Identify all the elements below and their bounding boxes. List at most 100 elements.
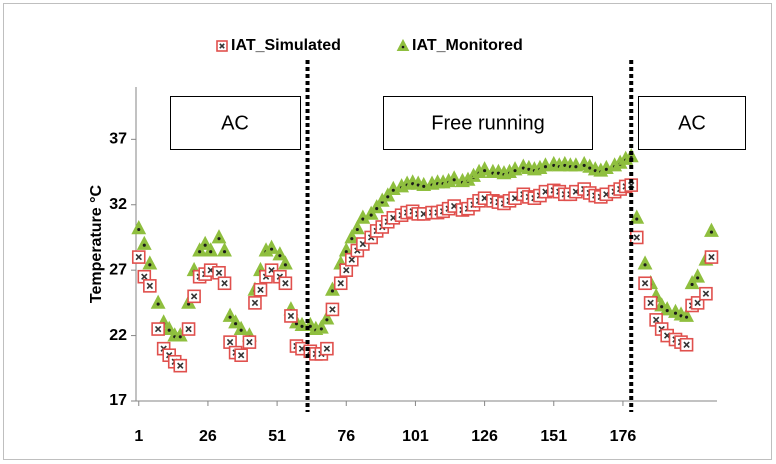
triangle-marker — [477, 161, 493, 176]
triangle-marker — [344, 229, 360, 244]
triangle-marker — [319, 310, 335, 325]
marker-dot — [416, 183, 420, 187]
marker-dot — [593, 169, 597, 173]
triangle-marker — [142, 255, 158, 270]
marker-shape — [150, 294, 166, 309]
marker-shape — [637, 255, 653, 270]
marker-shape — [690, 268, 706, 283]
marker-dot — [685, 315, 689, 319]
marker-cross — [633, 234, 640, 241]
marker-dot — [643, 263, 647, 267]
marker-cross — [641, 280, 649, 287]
marker-dot — [325, 318, 329, 322]
marker-dot — [543, 165, 548, 169]
marker-dot — [278, 254, 282, 258]
marker-cross — [177, 362, 184, 369]
marker-dot — [635, 217, 639, 221]
triangle-marker — [203, 242, 219, 257]
marker-dot — [142, 243, 146, 247]
marker-dot — [156, 302, 160, 306]
marker-shape — [277, 255, 293, 270]
square-marker — [242, 335, 257, 349]
y-tick-label: 27 — [109, 261, 127, 278]
square-marker — [704, 250, 719, 264]
square-marker — [216, 40, 228, 52]
marker-dot — [330, 289, 334, 293]
y-tick-label: 32 — [109, 196, 127, 213]
marker-cross — [329, 306, 336, 313]
marker-cross — [226, 338, 234, 346]
marker-dot — [319, 327, 323, 331]
marker-dot — [239, 328, 243, 332]
square-marker — [234, 348, 248, 363]
marker-dot — [222, 250, 227, 254]
triangle-marker — [349, 220, 365, 235]
y-tick-label: 37 — [109, 131, 127, 148]
marker-dot — [690, 282, 694, 287]
marker-shape — [629, 209, 645, 224]
triangle-marker — [277, 255, 293, 270]
triangle-marker — [222, 307, 238, 322]
x-tick-label: 176 — [610, 428, 637, 445]
square-marker — [217, 276, 232, 291]
marker-cross — [221, 280, 228, 287]
square-marker — [151, 322, 165, 336]
y-tick-label: 22 — [109, 327, 127, 344]
marker-cross — [154, 325, 162, 333]
annotation-box: AC — [638, 96, 746, 150]
marker-dot — [582, 163, 586, 167]
marker-dot — [300, 324, 304, 328]
marker-shape — [319, 310, 335, 325]
annotation-text: AC — [678, 112, 706, 134]
marker-shape — [131, 220, 147, 235]
marker-cross — [652, 316, 660, 324]
marker-dot — [198, 250, 202, 254]
annotation-text: Free running — [431, 112, 544, 134]
marker-dot — [355, 227, 359, 232]
square-marker — [333, 276, 348, 291]
marker-dot — [588, 166, 592, 170]
marker-dot — [375, 207, 379, 211]
marker-dot — [709, 230, 714, 234]
triangle-marker — [446, 170, 462, 185]
marker-dot — [294, 322, 299, 326]
marker-cross — [343, 266, 350, 274]
marker-cross — [135, 253, 142, 261]
triangle-marker — [272, 246, 288, 261]
annotation-box: Free running — [383, 96, 593, 150]
square-marker — [187, 289, 201, 304]
marker-dot — [401, 45, 405, 49]
marker-shape — [136, 235, 152, 250]
triangle-marker — [197, 235, 213, 250]
marker-cross — [282, 280, 289, 287]
marker-dot — [496, 171, 500, 175]
marker-dot — [665, 309, 669, 313]
square-marker — [699, 286, 713, 301]
marker-dot — [361, 217, 365, 221]
x-tick-label: 76 — [337, 428, 355, 445]
marker-dot — [270, 247, 274, 251]
marker-dot — [660, 305, 664, 309]
y-axis-title: Temperature °C — [88, 184, 105, 303]
marker-dot — [483, 169, 487, 173]
marker-shape — [446, 170, 462, 185]
triangle-marker — [217, 242, 232, 257]
marker-shape — [659, 301, 675, 316]
marker-shape — [477, 161, 493, 176]
square-marker — [320, 341, 334, 356]
marker-shape — [679, 307, 694, 322]
marker-dot — [350, 237, 354, 241]
marker-cross — [246, 338, 253, 346]
triangle-marker — [690, 268, 706, 283]
marker-dot — [679, 314, 683, 318]
marker-shape — [228, 314, 244, 329]
marker-shape — [264, 239, 279, 254]
x-tick-label: 1 — [134, 428, 143, 445]
legend: IAT_Simulated IAT_Monitored — [216, 37, 523, 54]
marker-dot — [411, 182, 415, 186]
marker-cross — [141, 273, 148, 280]
marker-cross — [251, 299, 259, 307]
triangle-marker — [659, 301, 675, 316]
marker-dot — [563, 163, 567, 167]
